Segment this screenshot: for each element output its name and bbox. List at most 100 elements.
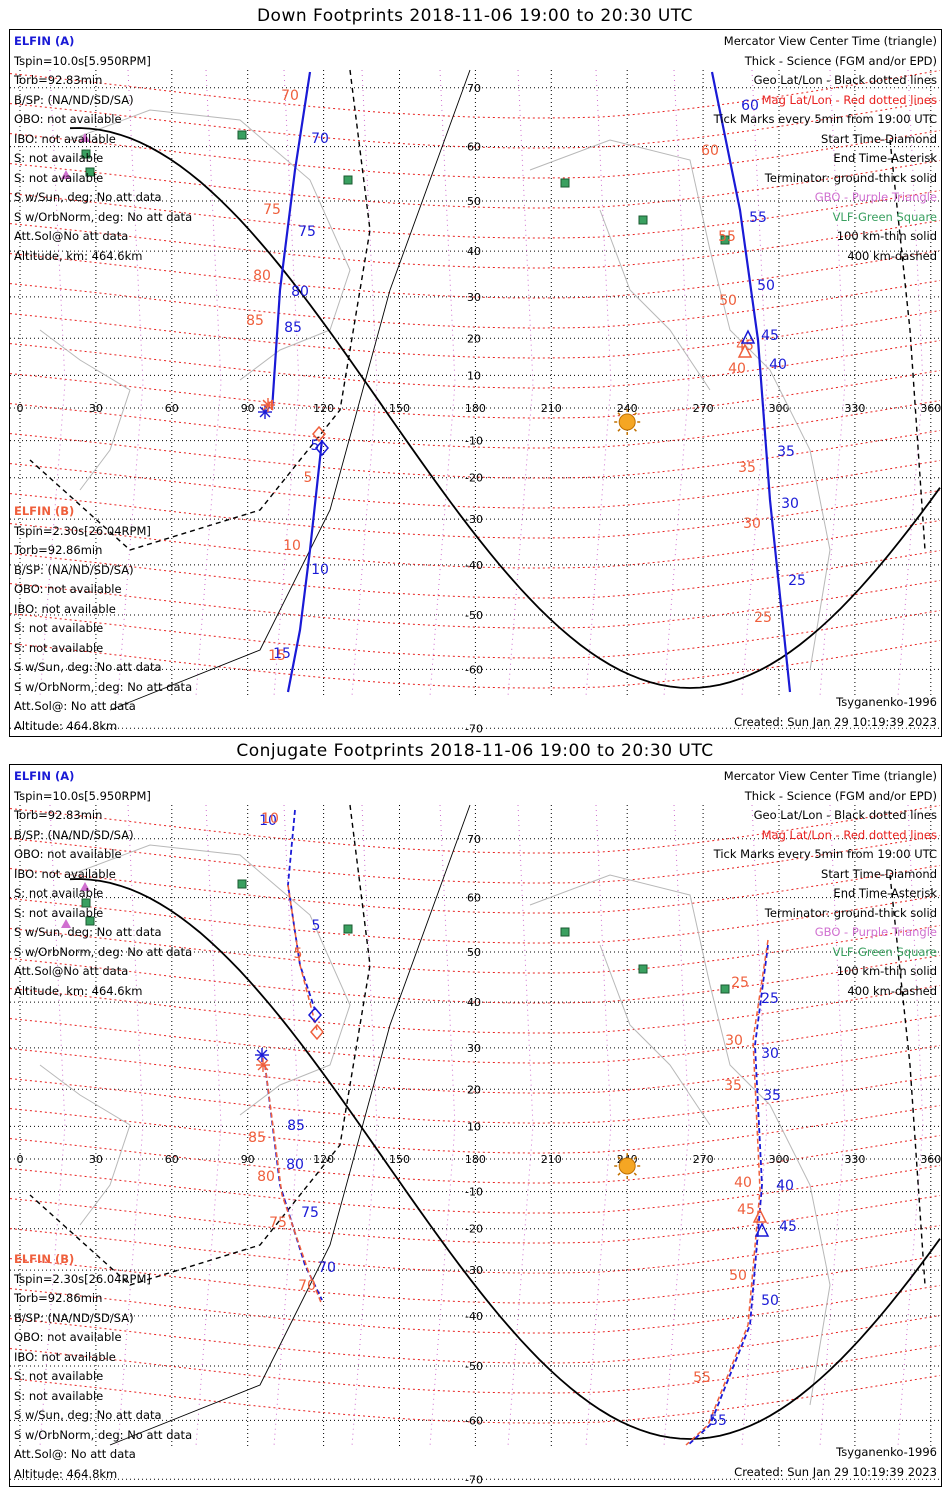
elfin-b-info: ELFIN (B) Tspin=2.30s[26.04RPM] Torb=92.…: [14, 502, 192, 736]
elfin-b-tick-label: 15: [268, 648, 286, 664]
elfin-a-tick-label: 85: [287, 1118, 305, 1134]
lat-tick-label: -10: [465, 435, 483, 448]
mag-parallel: [10, 1165, 941, 1214]
down-footprints-map: 0 30 60 90 120 150 180 210 240 270 300 330 360 70 60 50…: [9, 29, 942, 737]
legend-line: 400 km-dashed: [847, 248, 937, 263]
elfin-a-tick-label: 5: [312, 918, 321, 934]
sun-ray: [633, 412, 637, 416]
elfin-a-line: IBO: not available: [14, 866, 116, 881]
vlf-green-square: [81, 898, 91, 908]
legend-line: Geo Lat/Lon - Black dotted lines: [753, 73, 937, 87]
elfin-a-tick-label: 5: [311, 438, 320, 454]
elfin-b-line: Att.Sol@: No att data: [14, 699, 136, 713]
legend-line: Start Time-Diamond: [821, 131, 937, 146]
sun-ray: [617, 428, 621, 432]
elfin-b-tick-label: 30: [743, 516, 761, 532]
gbo-purple-triangle: [80, 882, 90, 891]
lon-tick-label: 300: [769, 402, 790, 415]
elfin-b-tick-label: 5: [294, 946, 303, 962]
lat-tick-label: 10: [467, 1120, 481, 1133]
mag-meridian: [585, 804, 612, 1447]
lon-tick-label: 180: [465, 1153, 486, 1166]
elfin-b-track: [287, 884, 318, 1031]
mag-parallel: [10, 100, 941, 149]
elfin-b-track: [685, 939, 769, 1446]
lat-tick-label: 20: [467, 1083, 481, 1096]
legend-line: Mag Lat/Lon - Red dotted lines: [761, 827, 937, 842]
legend: Mercator View Center Time (triangle) Thi…: [714, 767, 937, 1001]
elfin-b-line: Altitude: 464.8km: [14, 1466, 118, 1481]
end-asterisk-a: [256, 1049, 268, 1061]
legend-line: Mag Lat/Lon - Red dotted lines: [761, 92, 937, 107]
mag-parallel: [10, 1045, 941, 1094]
end-asterisk-b: [257, 1059, 269, 1071]
coastline: [39, 1064, 131, 1226]
model-label: Tsyganenko-1996: [836, 695, 937, 709]
lon-tick-label: 0: [17, 402, 24, 415]
lat-tick-label: 70: [467, 833, 481, 846]
elfin-b-line: Torb=92.86min: [14, 1291, 103, 1305]
lat-tick-label: -70: [465, 722, 483, 735]
fov-400km: [29, 69, 371, 551]
elfin-a-tick-label: 75: [301, 1205, 319, 1221]
lon-tick-label: 30: [89, 1153, 103, 1166]
mag-parallel: [10, 190, 941, 239]
lon-tick-label: 0: [17, 1153, 24, 1166]
elfin-a-line: S w/OrbNorm, deg: No att data: [14, 944, 193, 959]
legend-line: End Time-Asterisk: [833, 151, 937, 165]
mag-parallel: [10, 835, 941, 884]
mag-meridian: [195, 69, 222, 697]
mag-parallel: [10, 1285, 941, 1334]
elfin-a-track: [710, 71, 792, 693]
legend-line: GBO - Purple Triangle: [814, 925, 937, 939]
lat-tick-label: -40: [465, 559, 483, 572]
lon-tick-label: 270: [693, 1153, 714, 1166]
elfin-a-line: OBO: not available: [14, 847, 122, 861]
end-asterisk-b: [262, 399, 274, 411]
legend-line: VLF-Green Square: [832, 944, 937, 959]
elfin-b-tick-label: 85: [248, 1130, 266, 1146]
elfin-a-line: B/SP: (NA/ND/SD/SA): [14, 92, 134, 107]
elfin-b-tick-label: 75: [269, 1215, 287, 1231]
mag-parallel: [10, 580, 941, 629]
mag-meridian: [273, 804, 300, 1447]
vlf-green-square: [85, 916, 95, 926]
elfin-b-tick-label: 55: [718, 229, 736, 245]
mag-parallel: [10, 1375, 941, 1424]
elfin-b-name: ELFIN (B): [14, 1252, 75, 1266]
center-triangle-a: [754, 1222, 770, 1237]
elfin-b-line: IBO: not available: [14, 1349, 116, 1364]
vlf-green-square: [343, 175, 353, 185]
elfin-a-tick-label: 35: [777, 444, 795, 460]
lat-tick-label: 70: [467, 82, 481, 95]
lat-tick-label: -10: [465, 1186, 483, 1199]
elfin-a-line: Att.Sol@No att data: [14, 229, 129, 243]
elfin-b-line: B/SP: (NA/ND/SD/SA): [14, 562, 134, 577]
gbo-purple-triangle: [61, 170, 71, 179]
elfin-b-tick-label: 70: [281, 88, 299, 104]
terminator: [69, 127, 941, 689]
terminator: [69, 878, 941, 1440]
elfin-a-tick-label: 25: [788, 573, 806, 589]
elfin-a-line: B/SP: (NA/ND/SD/SA): [14, 827, 134, 842]
created-label: Created: Sun Jan 29 10:19:39 2023: [734, 715, 937, 729]
lat-tick-label: 40: [467, 996, 481, 1009]
elfin-a-tick-label: 75: [298, 224, 316, 240]
elfin-b-tick-label: 25: [754, 610, 772, 626]
lat-tick-label: 60: [467, 892, 481, 905]
map-canvas: 0306090120150180210240270300330360706050…: [10, 804, 941, 1486]
coastline: [69, 844, 351, 1116]
elfin-b-line: IBO: not available: [14, 601, 116, 616]
elfin-b-line: Tspin=2.30s[26.04RPM]: [14, 1271, 151, 1286]
lat-tick-label: -60: [465, 1414, 483, 1427]
sun-ray: [633, 1172, 637, 1176]
lat-tick-label: -50: [465, 609, 483, 622]
elfin-b-tick-label: 50: [729, 1268, 747, 1284]
legend-line: Terminator: ground-thick solid: [764, 905, 937, 920]
elfin-a-line: Torb=92.83min: [14, 73, 103, 87]
elfin-a-line: IBO: not available: [14, 131, 116, 146]
mag-parallel: [10, 220, 941, 269]
start-diamond-a: [308, 1006, 322, 1024]
elfin-b-tick-label: 35: [724, 1078, 742, 1094]
lat-tick-label: -50: [465, 1360, 483, 1373]
